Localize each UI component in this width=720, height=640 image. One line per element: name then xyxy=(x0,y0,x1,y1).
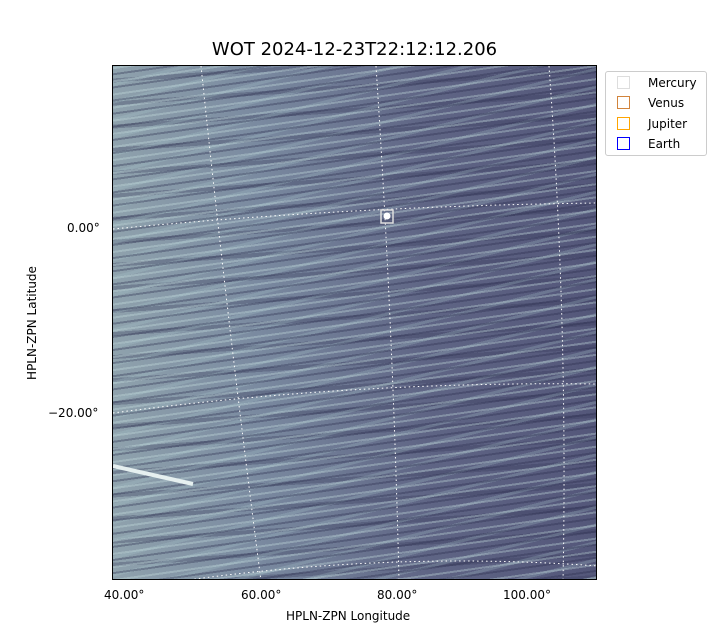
legend: Mercury Venus Jupiter Earth xyxy=(605,71,707,156)
grid-lat-minus20 xyxy=(113,383,596,414)
legend-swatch xyxy=(617,137,630,150)
grid-lon-60 xyxy=(200,66,262,579)
legend-label: Earth xyxy=(648,137,681,151)
legend-swatch xyxy=(617,76,630,89)
x-axis-label: HPLN-ZPN Longitude xyxy=(286,609,411,623)
legend-label: Jupiter xyxy=(648,117,688,131)
x-tick-label: 80.00° xyxy=(377,588,418,602)
legend-swatch xyxy=(617,117,630,130)
x-tick-label: 40.00° xyxy=(104,588,145,602)
x-tick-label: 60.00° xyxy=(241,588,282,602)
bright-streak xyxy=(113,464,194,486)
grid-lon-100 xyxy=(548,66,565,579)
grid-lat-minus40 xyxy=(191,560,596,579)
legend-label: Venus xyxy=(648,96,685,110)
legend-swatch xyxy=(617,96,630,109)
solar-image xyxy=(112,65,597,580)
mercury-marker xyxy=(380,209,394,224)
y-axis-label: HPLN-ZPN Latitude xyxy=(25,266,39,380)
coordinate-grid xyxy=(113,66,596,579)
y-tick-label: −20.00° xyxy=(48,406,99,420)
mercury-point xyxy=(383,212,391,220)
legend-label: Mercury xyxy=(648,76,697,90)
y-tick-label: 0.00° xyxy=(67,221,100,235)
x-tick-label: 100.00° xyxy=(503,588,551,602)
grid-lat-0 xyxy=(113,202,596,230)
grid-lon-80 xyxy=(375,66,400,579)
chart-title: WOT 2024-12-23T22:12:12.206 xyxy=(211,39,498,60)
